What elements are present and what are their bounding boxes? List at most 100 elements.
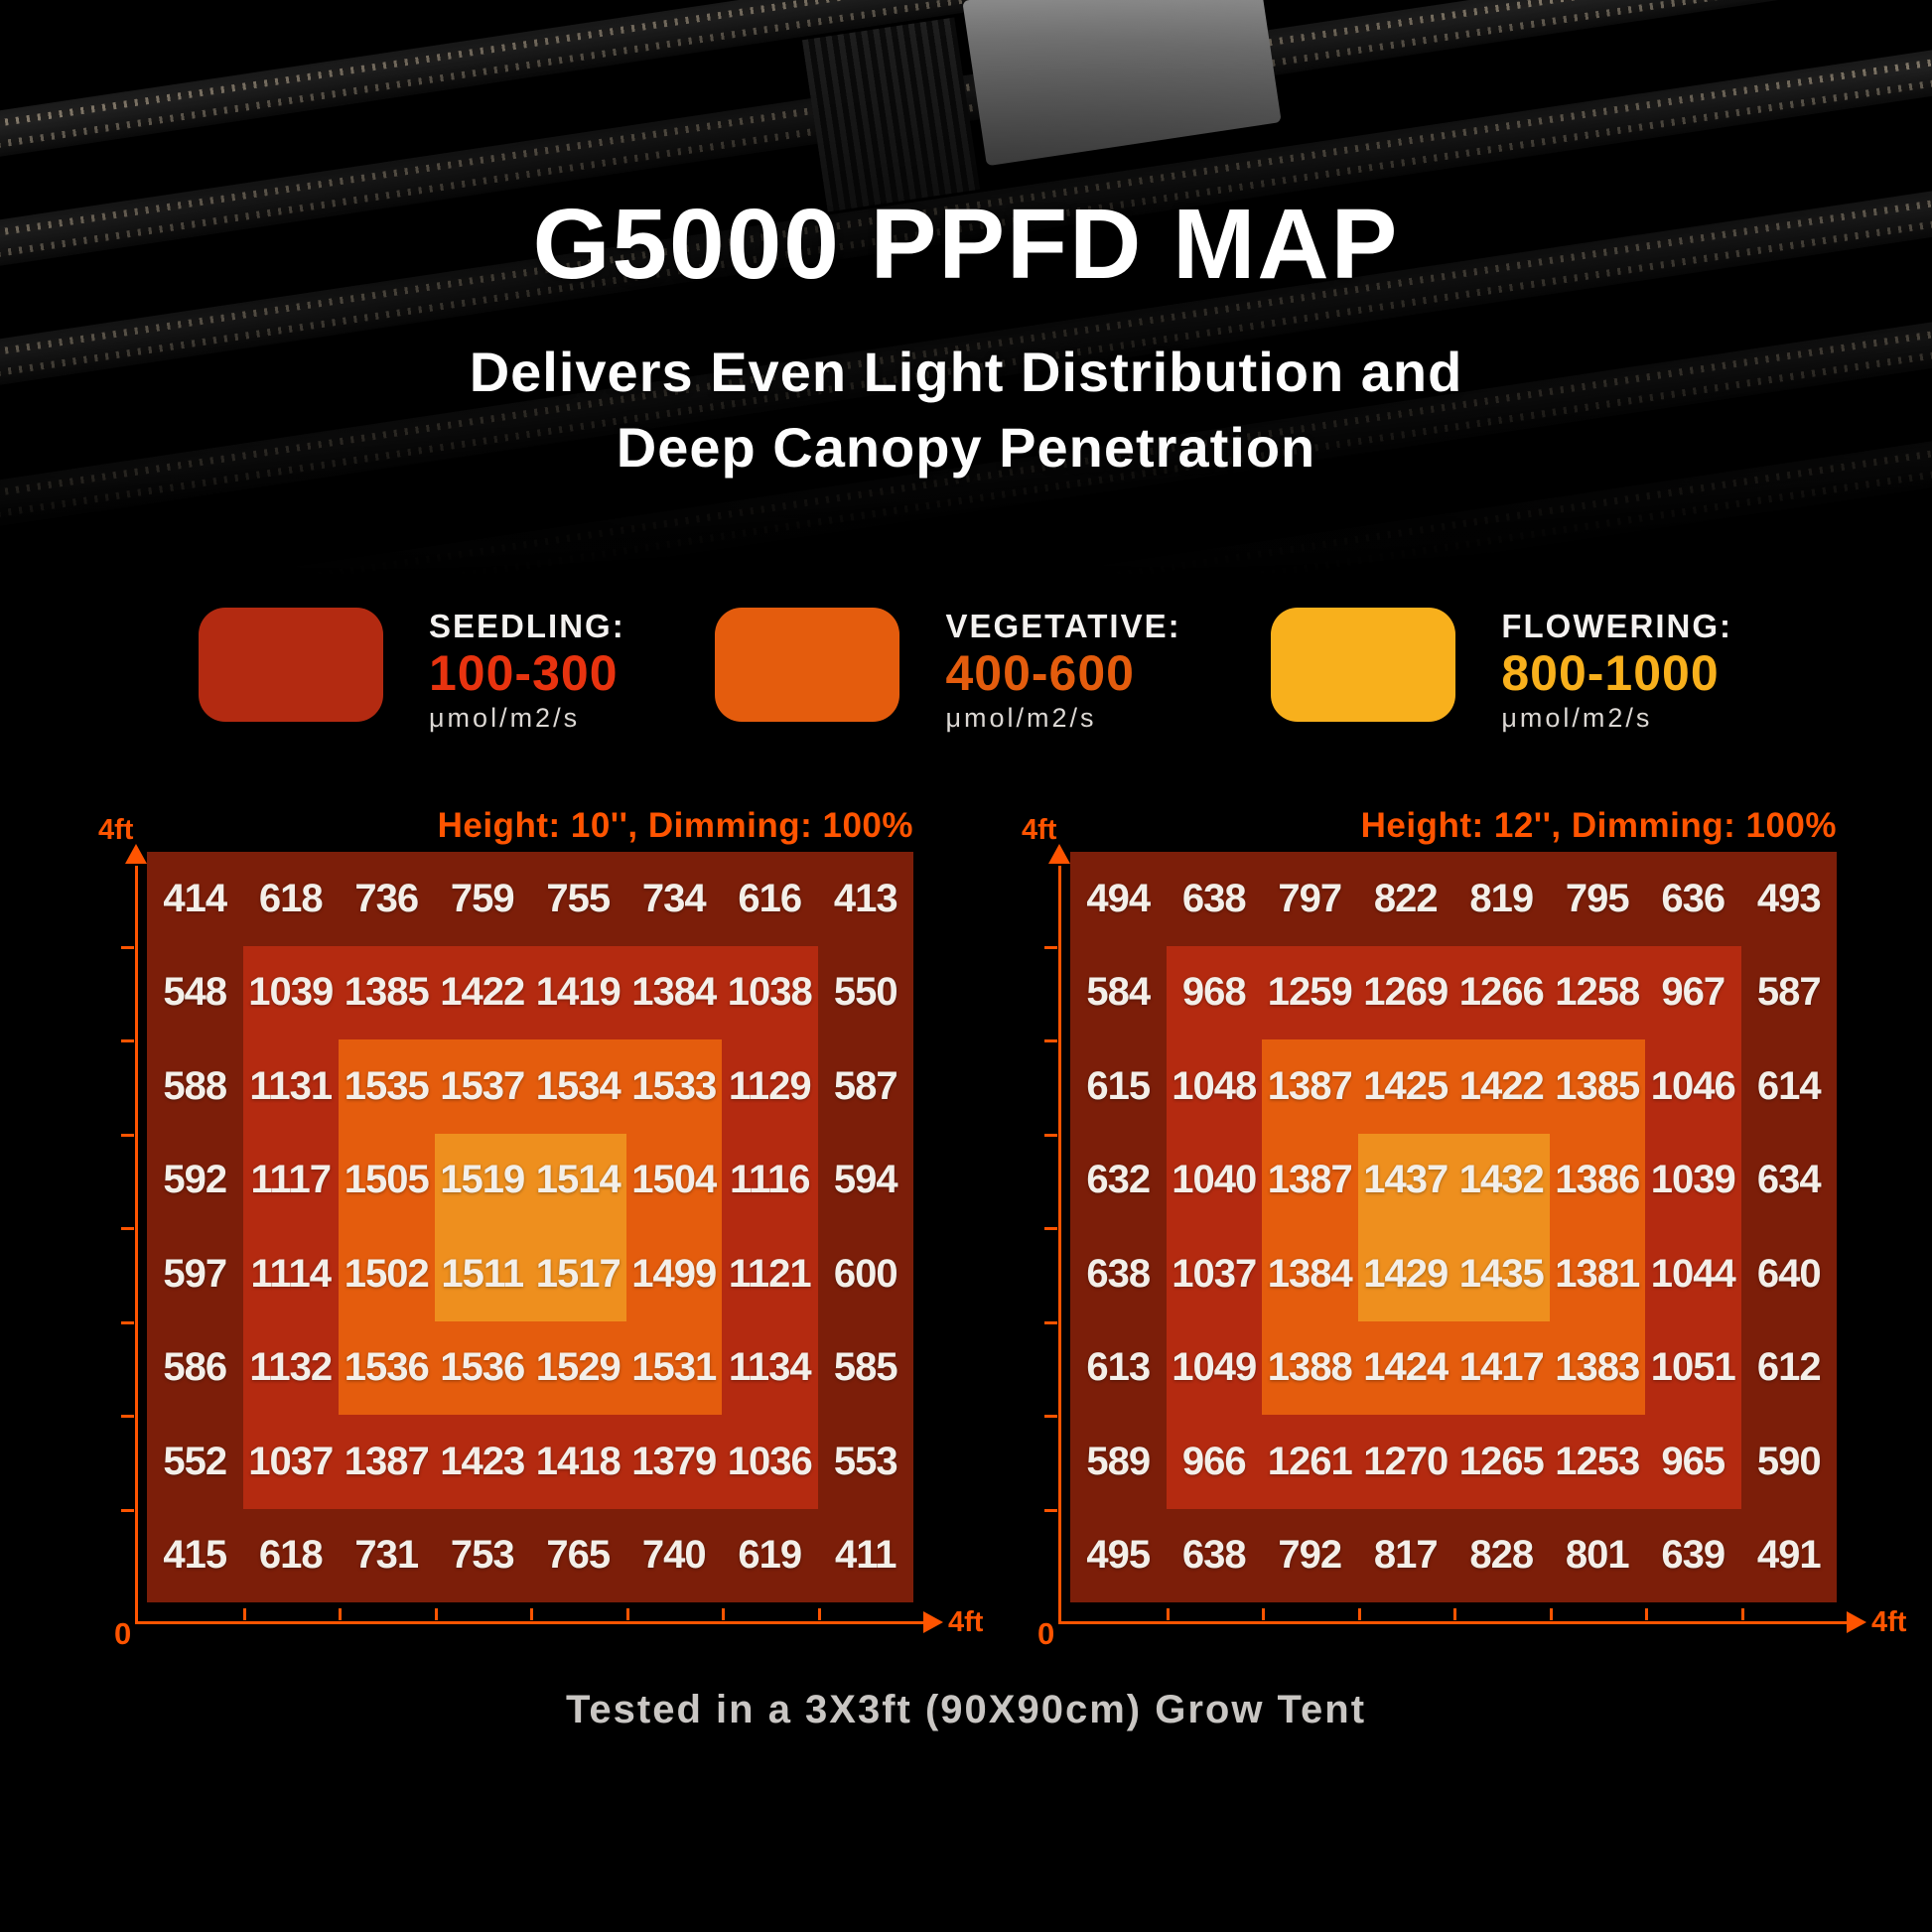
ppfd-value: 1265	[1458, 1439, 1545, 1483]
axis-tick	[434, 1608, 438, 1620]
ppfd-value: 553	[833, 1439, 898, 1483]
ppfd-value: 415	[163, 1533, 227, 1578]
axis-tick	[1645, 1608, 1648, 1620]
axis-tick	[1262, 1608, 1265, 1620]
ppfd-value: 966	[1181, 1439, 1247, 1483]
ppfd-value: 1116	[729, 1158, 811, 1202]
axis-tick	[1044, 945, 1057, 949]
ppfd-value: 1266	[1458, 970, 1545, 1015]
axis-tick	[121, 1320, 134, 1324]
ppfd-value: 1511	[441, 1251, 524, 1296]
x-axis-ticks	[1070, 1608, 1837, 1620]
y-axis-ticks	[1044, 852, 1057, 1602]
ppfd-value: 1036	[727, 1439, 813, 1483]
hero-shade-overlay	[0, 0, 1932, 576]
ppfd-value: 1049	[1172, 1345, 1257, 1390]
ppfd-grid: 494 638 797 822 819 795 636 493 584 968 1259 1269 12…	[1070, 852, 1837, 1602]
y-axis-max-label: 4ft	[98, 814, 134, 846]
ppfd-value: 614	[1756, 1063, 1822, 1108]
ppfd-value: 1504	[631, 1158, 717, 1202]
ppfd-value: 414	[163, 876, 227, 920]
axis-tick	[121, 1227, 134, 1230]
ppfd-value: 1429	[1363, 1251, 1449, 1296]
ppfd-value: 1258	[1555, 970, 1640, 1015]
ppfd-value: 801	[1565, 1533, 1630, 1578]
ppfd-value: 495	[1086, 1533, 1151, 1578]
vegetative-color-swatch	[715, 608, 900, 722]
ppfd-value: 493	[1756, 876, 1822, 920]
ppfd-value: 1419	[535, 970, 621, 1015]
ppfd-value: 1385	[344, 970, 430, 1015]
legend-range: 400-600	[945, 645, 1135, 701]
ppfd-value: 1535	[344, 1063, 430, 1108]
ppfd-value: 819	[1469, 876, 1534, 920]
ppfd-value: 411	[834, 1533, 897, 1578]
ppfd-value: 587	[833, 1063, 898, 1108]
ppfd-values: 494 638 797 822 819 795 636 493 584 968 1259 1269 12…	[1070, 852, 1837, 1602]
ppfd-value: 1387	[1267, 1158, 1353, 1202]
axis-tick	[339, 1608, 342, 1620]
ppfd-value: 1517	[535, 1251, 621, 1296]
ppfd-value: 1531	[631, 1345, 717, 1390]
ppfd-value: 552	[163, 1439, 227, 1483]
ppfd-grid: 414 618 736 759 755 734 616 413 548 1039 1385 1422 1…	[147, 852, 913, 1602]
ppfd-value: 636	[1661, 876, 1725, 920]
ppfd-value: 968	[1181, 970, 1247, 1015]
ppfd-value: 1132	[249, 1345, 333, 1390]
ppfd-value: 1418	[535, 1439, 621, 1483]
ppfd-value: 1044	[1650, 1251, 1736, 1296]
ppfd-value: 1046	[1650, 1063, 1736, 1108]
hero-grow-light-photo	[0, 0, 1932, 576]
ppfd-value: 817	[1373, 1533, 1439, 1578]
flowering-color-swatch	[1271, 608, 1456, 722]
axis-tick	[817, 1608, 821, 1620]
ppfd-value: 1387	[1267, 1063, 1353, 1108]
ppfd-value: 1386	[1555, 1158, 1640, 1202]
y-axis-ticks	[121, 852, 134, 1602]
ppfd-value: 1131	[249, 1063, 333, 1108]
ppfd-value: 619	[738, 1533, 802, 1578]
legend-range: 800-1000	[1501, 645, 1720, 701]
ppfd-value: 967	[1661, 970, 1725, 1015]
ppfd-value: 1121	[728, 1251, 812, 1296]
ppfd-value: 1117	[250, 1158, 332, 1202]
ppfd-value: 548	[163, 970, 227, 1015]
x-axis-arrow	[923, 1611, 943, 1633]
x-axis-max-label: 4ft	[948, 1606, 984, 1638]
ppfd-value: 1432	[1458, 1158, 1545, 1202]
axis-tick	[530, 1608, 533, 1620]
ppfd-value: 491	[1756, 1533, 1822, 1578]
ppfd-map-12in: Height: 12'', Dimming: 100% 4ft 494 638 79…	[1020, 800, 1923, 1674]
ppfd-value: 588	[163, 1063, 227, 1108]
x-axis-ticks	[147, 1608, 913, 1620]
axis-tick	[1044, 1320, 1057, 1324]
ppfd-value: 797	[1278, 876, 1342, 920]
ppfd-value: 1039	[248, 970, 334, 1015]
page-subtitle-line1: Delivers Even Light Distribution and	[469, 341, 1463, 403]
ppfd-value: 586	[163, 1345, 227, 1390]
ppfd-value: 618	[258, 876, 324, 920]
ppfd-value: 1537	[440, 1063, 525, 1108]
ppfd-value: 828	[1469, 1533, 1534, 1578]
ppfd-value: 1435	[1458, 1251, 1545, 1296]
axis-tick	[1166, 1608, 1170, 1620]
legend-label: SEEDLING:	[429, 608, 625, 644]
legend-item-flowering: FLOWERING: 800-1000 μmol/m2/s	[1271, 608, 1732, 734]
ppfd-value: 1437	[1363, 1158, 1449, 1202]
axis-tick	[121, 1133, 134, 1137]
test-note: Tested in a 3X3ft (90X90cm) Grow Tent	[565, 1688, 1367, 1731]
ppfd-value: 413	[833, 876, 898, 920]
ppfd-value: 1502	[344, 1251, 430, 1296]
y-axis-arrow	[125, 844, 147, 864]
ppfd-value: 755	[546, 876, 611, 920]
ppfd-value: 638	[1181, 876, 1247, 920]
legend-label: VEGETATIVE:	[945, 608, 1181, 644]
y-axis-arrow	[1048, 844, 1070, 864]
axis-tick	[1357, 1608, 1361, 1620]
ppfd-value: 1270	[1363, 1439, 1449, 1483]
y-axis-max-label: 4ft	[1022, 814, 1057, 846]
axis-tick	[121, 1415, 134, 1418]
axis-tick	[242, 1608, 246, 1620]
ppfd-value: 584	[1086, 970, 1151, 1015]
ppfd-value: 1381	[1555, 1251, 1640, 1296]
